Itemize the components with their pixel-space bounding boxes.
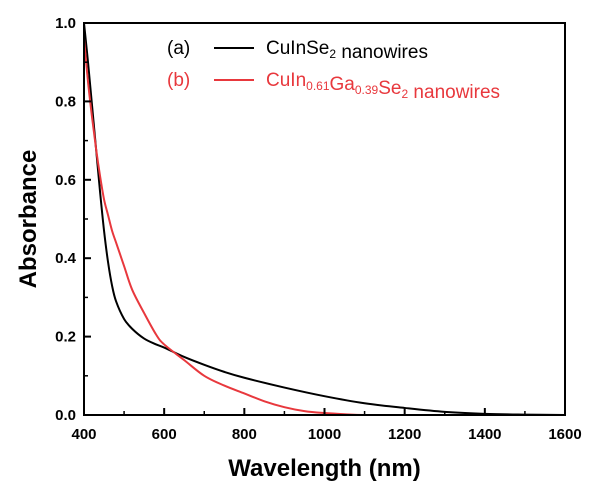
series-line-b: [84, 37, 565, 415]
legend-label: CuInSe2 nanowires: [266, 38, 428, 63]
legend-prefix: (b): [167, 70, 190, 91]
y-tick-label: 0.8: [55, 93, 76, 110]
y-tick-label: 0.2: [55, 329, 76, 346]
x-tick-label: 1000: [308, 426, 341, 443]
legend-prefix: (a): [167, 38, 190, 59]
x-tick-label: 1200: [388, 426, 421, 443]
x-tick-label: 600: [152, 426, 177, 443]
y-tick-label: 0.4: [55, 250, 77, 267]
legend-label: CuIn0.61Ga0.39Se2 nanowires: [266, 70, 500, 103]
x-tick-label: 1400: [468, 426, 501, 443]
x-tick-label: 1600: [548, 426, 581, 443]
y-axis-title: Absorbance: [15, 150, 42, 289]
x-tick-label: 800: [232, 426, 257, 443]
legend: (a) CuInSe2 nanowires (b) CuIn0.61Ga0.39Se2…: [167, 38, 500, 103]
y-tick-label: 0.0: [55, 407, 76, 424]
x-tick-label: 400: [71, 426, 96, 443]
x-axis-title: Wavelength (nm): [228, 455, 420, 482]
y-tick-label: 0.6: [55, 172, 76, 189]
series-line-a: [84, 23, 565, 415]
y-tick-label: 1.0: [55, 15, 76, 32]
